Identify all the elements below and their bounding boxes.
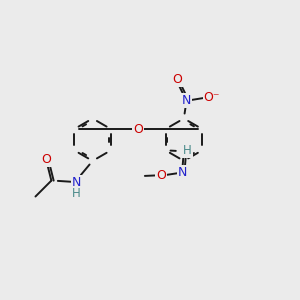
Text: N: N — [182, 94, 191, 107]
Text: N: N — [178, 167, 187, 179]
Text: N: N — [72, 176, 81, 189]
Text: H: H — [183, 144, 192, 157]
Text: H: H — [71, 187, 80, 200]
Text: O: O — [133, 123, 143, 136]
Text: O⁻: O⁻ — [204, 91, 220, 104]
Text: O: O — [156, 169, 166, 182]
Text: O: O — [41, 153, 51, 166]
Text: O: O — [172, 73, 182, 86]
